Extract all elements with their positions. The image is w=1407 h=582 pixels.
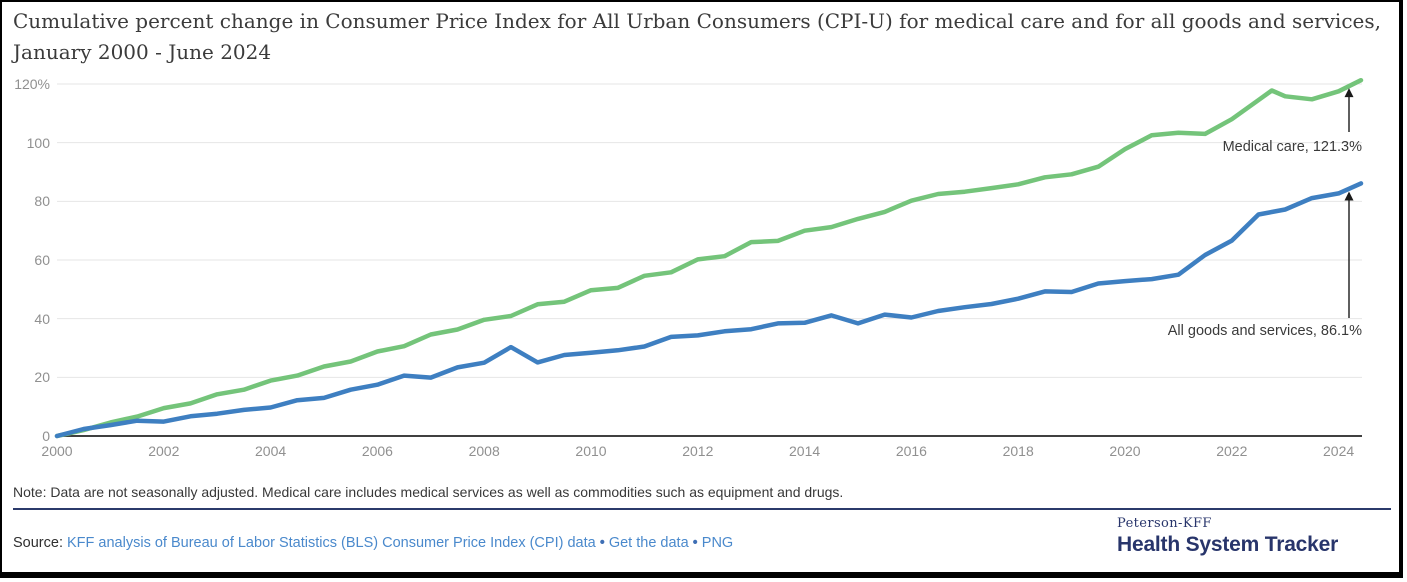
source-label: Source:: [13, 535, 63, 551]
series-line-all-goods-and-services: [54, 181, 1364, 439]
x-axis-tick-label: 2014: [789, 443, 821, 459]
x-axis-tick-label: 2000: [41, 443, 73, 459]
y-axis-tick-label: 120%: [14, 76, 50, 92]
x-axis-tick-label: 2020: [1109, 443, 1141, 459]
annotation-medical-care: Medical care, 121.3%: [1222, 139, 1362, 155]
y-axis-tick-label: 100: [26, 134, 50, 151]
source-link-kff-analysis[interactable]: KFF analysis of Bureau of Labor Statisti…: [67, 535, 596, 551]
y-axis-tick-label: 20: [34, 369, 50, 386]
series-line-medical-care: [54, 77, 1364, 439]
x-axis-tick-label: 2004: [255, 443, 287, 459]
peterson-kff-logo: Peterson-KFF Health System Tracker: [1117, 516, 1338, 557]
y-axis-tick-label: 60: [34, 252, 50, 268]
x-axis-tick-label: 2016: [895, 443, 927, 459]
x-axis-tick-label: 2008: [468, 443, 500, 459]
all-goods-arrow-head: [1344, 191, 1354, 201]
medical-care-arrow-head: [1344, 88, 1354, 98]
bullet-separator: •: [599, 535, 605, 551]
bullet-separator: •: [692, 535, 698, 551]
logo-peterson-kff: Peterson-KFF: [1117, 516, 1212, 531]
annotation-all-goods-services: All goods and services, 86.1%: [1167, 323, 1362, 339]
x-axis-tick-label: 2018: [1002, 443, 1034, 459]
footer-divider: [13, 508, 1391, 510]
y-axis-tick-label: 80: [34, 193, 50, 210]
chart-title: Cumulative percent change in Consumer Pr…: [13, 9, 1381, 64]
y-axis-tick-label: 0: [42, 428, 50, 444]
x-axis-tick-label: 2012: [682, 443, 714, 459]
x-axis-tick-label: 2006: [361, 443, 393, 459]
source-line: Source: KFF analysis of Bureau of Labor …: [13, 535, 733, 551]
note-text: Note: Data are not seasonally adjusted. …: [13, 484, 844, 500]
png-link[interactable]: PNG: [701, 535, 734, 551]
logo-health-system-tracker: Health System Tracker: [1117, 533, 1339, 556]
x-axis-tick-label: 2010: [575, 443, 607, 459]
x-axis-tick-label: 2024: [1323, 443, 1355, 459]
y-axis-tick-label: 40: [34, 310, 50, 327]
get-the-data-link[interactable]: Get the data: [608, 535, 689, 551]
x-axis-tick-label: 2022: [1216, 443, 1248, 459]
x-axis-tick-label: 2002: [148, 443, 180, 459]
